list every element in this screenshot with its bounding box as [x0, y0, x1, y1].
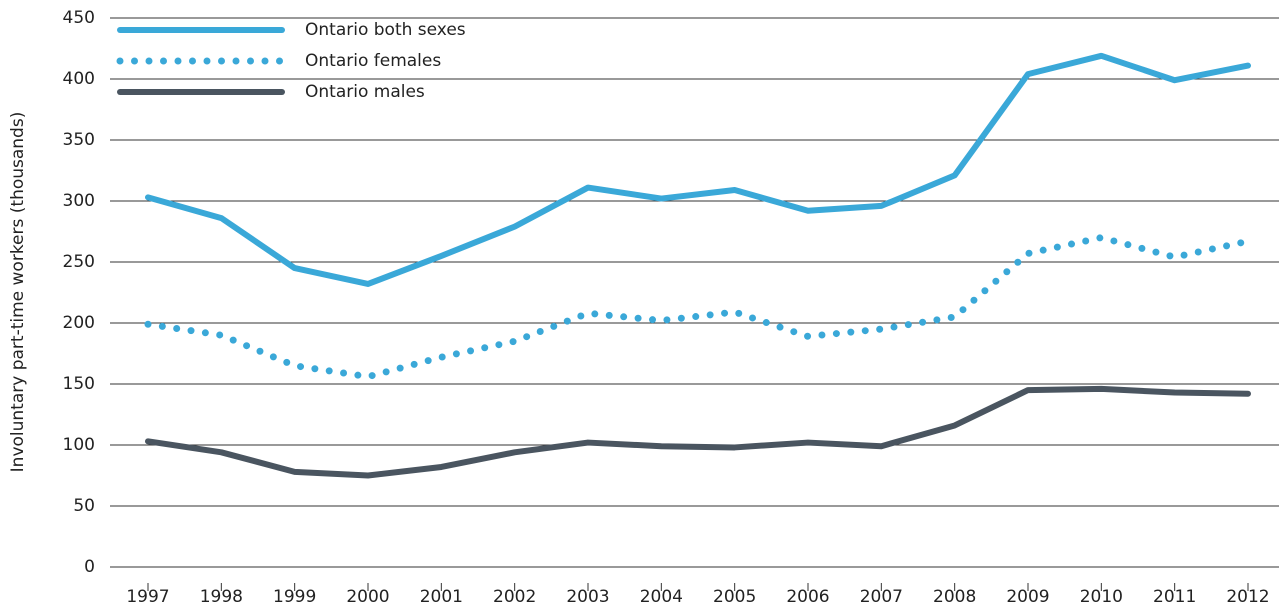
x-tick-label: 2000 — [346, 587, 389, 603]
x-tick-label: 2004 — [640, 587, 683, 603]
x-tick-label: 1999 — [273, 587, 316, 603]
y-tick-label: 300 — [63, 191, 95, 211]
y-tick-label: 350 — [63, 130, 95, 150]
y-tick-label: 450 — [63, 8, 95, 28]
y-tick-label: 100 — [63, 435, 95, 455]
y-tick-label: 400 — [63, 69, 95, 89]
x-tick-label: 2010 — [1080, 587, 1123, 603]
series-line — [145, 385, 1251, 479]
x-tick-label: 2011 — [1153, 587, 1196, 603]
y-tick-label: 0 — [84, 557, 95, 577]
x-tick-label: 2009 — [1006, 587, 1049, 603]
x-tick-label: 1997 — [126, 587, 169, 603]
x-tick-label: 2012 — [1226, 587, 1269, 603]
x-tick-label: 2006 — [786, 587, 829, 603]
x-tick-label: 1998 — [200, 587, 243, 603]
y-axis-label: Involuntary part-time workers (thousands… — [8, 112, 28, 473]
legend-label: Ontario both sexes — [305, 20, 466, 40]
y-tick-label: 150 — [63, 374, 95, 394]
x-tick-label: 2005 — [713, 587, 756, 603]
series-line — [145, 52, 1251, 287]
x-tick-label: 2008 — [933, 587, 976, 603]
x-tick-label: 2003 — [566, 587, 609, 603]
y-tick-label: 200 — [63, 313, 95, 333]
legend-label: Ontario females — [305, 51, 441, 71]
y-tick-label: 50 — [73, 496, 95, 516]
y-tick-label: 250 — [63, 252, 95, 272]
x-tick-label: 2007 — [860, 587, 903, 603]
legend-label: Ontario males — [305, 82, 425, 102]
x-tick-label: 2002 — [493, 587, 536, 603]
x-tick-label: 2001 — [420, 587, 463, 603]
series-line — [144, 234, 1252, 381]
